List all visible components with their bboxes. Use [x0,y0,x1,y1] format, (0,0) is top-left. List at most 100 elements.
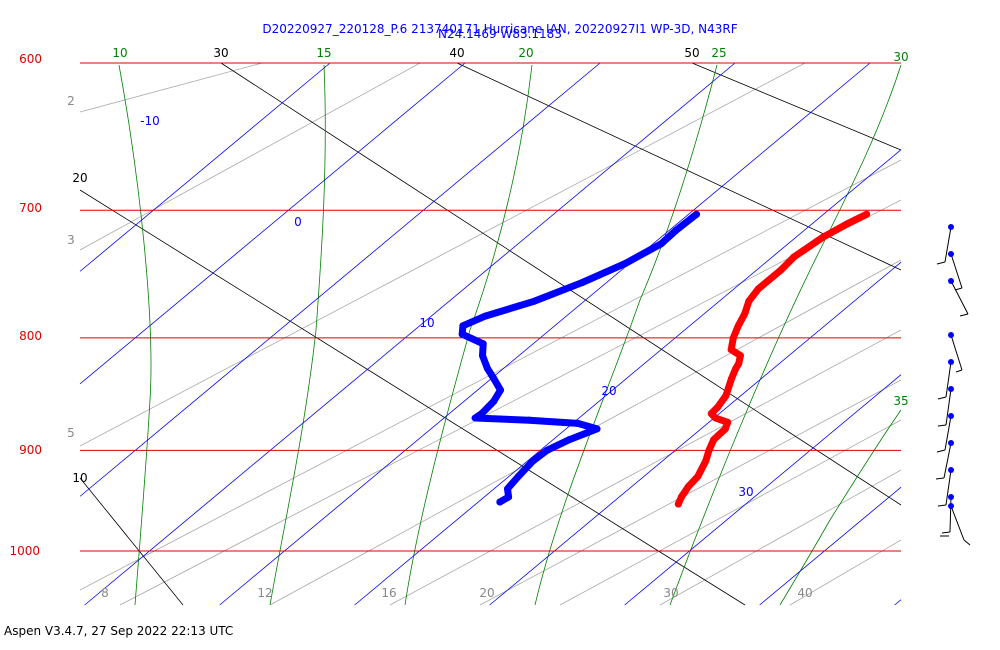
dewpoint-line-point [483,364,491,372]
wind-barb-flag [937,424,947,427]
moist-adiabat-label: 10 [112,46,127,60]
wind-barb-point [948,278,954,284]
temperature-line-point [736,352,744,360]
mixing-ratio-label: 40 [797,586,812,600]
moist-adiabat-label: 30 [893,50,908,64]
dry-adiabat-label: 20 [72,171,87,185]
dewpoint-line-point [622,259,630,267]
temperature-line-point [711,414,719,422]
wind-barb-staff [944,415,952,451]
temperature-line-point [684,483,692,491]
dewpoint-line-point [529,457,537,465]
wind-barb-staff [945,469,952,506]
wind-barb-flag [936,449,946,453]
wind-barb-staff [949,496,952,533]
temperature-line-point [734,322,742,330]
temperature-line-point [707,410,715,418]
moist-adiabats [118,64,902,606]
wind-barb-point [948,503,954,509]
isotherm-line [354,149,902,606]
temperature-line-point [741,310,749,318]
isotherms [79,62,902,606]
moist-adiabat-label: 35 [893,394,908,408]
mixing-ratio-line [79,62,421,251]
wind-barb-staff [945,361,952,398]
temperature-line [674,210,871,508]
mixing-ratio-label: 30 [663,586,678,600]
dewpoint-line-point [672,227,680,235]
dry-adiabat-line [79,189,746,606]
temperature-line-point [674,500,682,508]
wind-barb-staff [950,280,969,315]
dewpoint-line-point [496,498,504,506]
mixing-ratio-label: 5 [67,426,75,440]
dewpoint-line-point [565,436,573,444]
isotherm-line [79,62,466,385]
temperature-line-point [819,233,827,241]
temperature-line-point [710,436,718,444]
isotherm-label: 10 [419,316,434,330]
temperature-line-point [714,403,722,411]
dry-adiabat-line [220,62,902,506]
wind-barb-flag [963,539,971,546]
moist-adiabat-line [269,64,326,606]
wind-barb-flag [937,396,947,400]
isotherm-line [894,599,902,606]
mixing-ratio-line [79,62,263,113]
temperature-line-point [732,364,740,372]
dewpoint-line-point [459,322,467,330]
dewpoint-line-point [490,397,498,405]
moist-adiabat-label: 20 [518,46,533,60]
wind-barb-point [948,332,954,338]
wind-barb-flag [941,531,951,534]
isotherm-line [84,62,736,606]
dry-adiabat-label: 30 [213,46,228,60]
pressure-label: 800 [19,329,42,343]
dewpoint-line-point [525,416,533,424]
pressure-label: 1000 [9,544,40,558]
wind-barb-flag [955,369,963,373]
dewpoint-line-point [490,375,498,383]
temperature-line-point [777,266,785,274]
temperature-line-point [843,220,851,228]
temperature-line-point [727,375,735,383]
pressure-label: 700 [19,201,42,215]
temperature-line-point [729,334,737,342]
moist-adiabat-line [404,64,533,606]
mixing-ratio-label: 12 [257,586,272,600]
dewpoint-line-point [478,410,486,418]
mixing-ratio-line [79,62,806,447]
dewpoint-line-point [505,493,513,501]
moist-adiabat-line [118,64,152,606]
chart-subtitle: N24.1469 W83.1183 [438,27,562,41]
dewpoint-line-point [543,446,551,454]
temperature-line-point [727,346,735,354]
dewpoint-line-point [574,419,582,427]
dry-adiabat-line [691,62,902,151]
wind-barb-flag [959,313,969,317]
dewpoint-line-point [593,425,601,433]
isobars [80,62,901,552]
dewpoint-line-point [693,210,701,218]
mixing-ratio-label: 16 [381,586,396,600]
temperature-line-point [694,473,702,481]
dewpoint-line-point [504,485,512,493]
temperature-line-point [705,446,713,454]
isotherm-line [79,62,601,497]
temperature-profile [674,210,871,508]
isotherm-line [79,62,331,272]
moist-adiabat-line [669,64,902,606]
isotherm-line [759,486,902,606]
wind-barb-staff [950,334,963,371]
temperature-line-point [702,457,710,465]
wind-barb-point [948,440,954,446]
wind-barb-flag [937,504,947,507]
mixing-ratio-line [559,419,902,606]
mixing-ratio-line [119,199,902,606]
wind-barb-flag [935,477,945,480]
pressure-label: 600 [19,52,42,66]
temperature-line-point [722,392,730,400]
moist-adiabat-label: 15 [316,46,331,60]
dry-adiabat-label: 40 [449,46,464,60]
